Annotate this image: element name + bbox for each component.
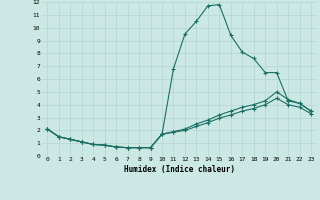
X-axis label: Humidex (Indice chaleur): Humidex (Indice chaleur) <box>124 165 235 174</box>
